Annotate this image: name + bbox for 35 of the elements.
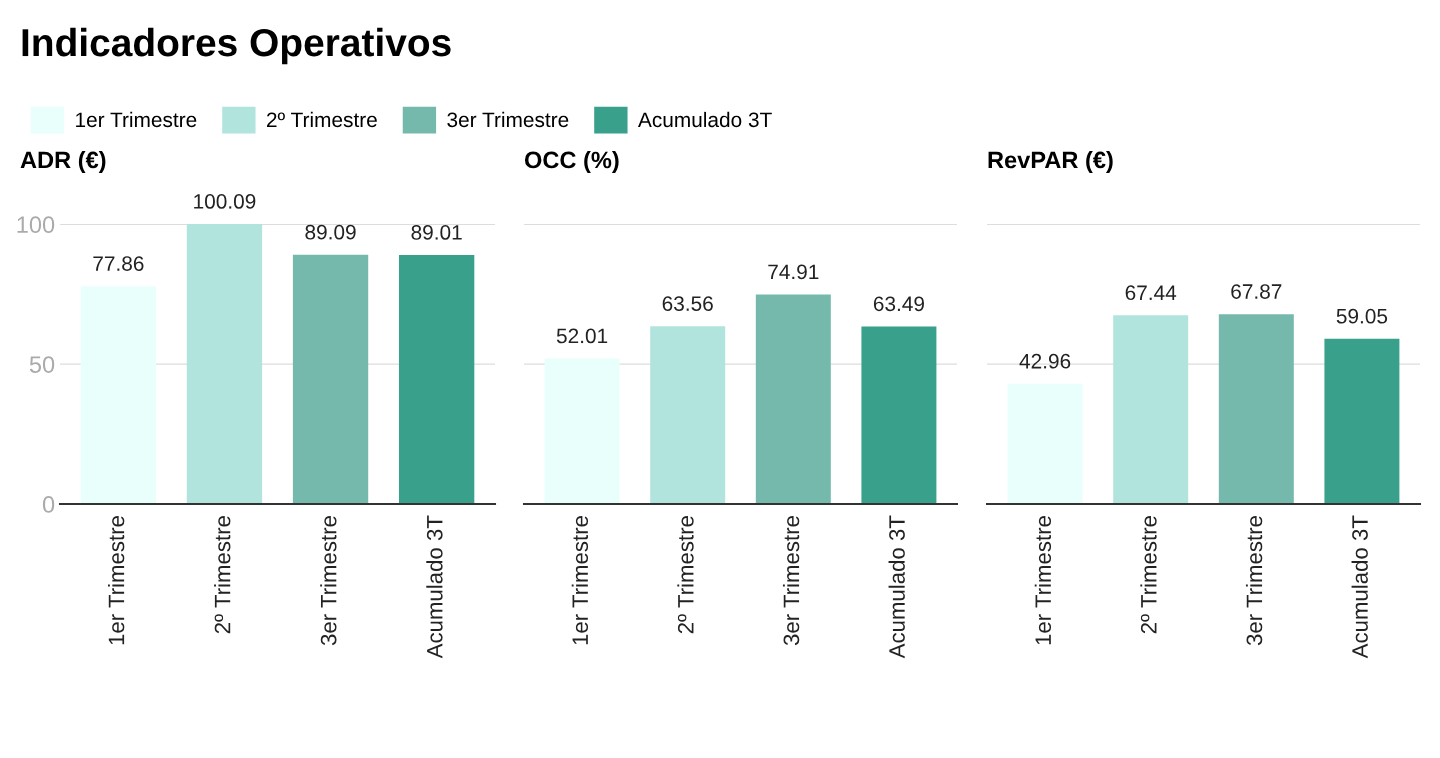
x-tick-label: Acumulado 3T bbox=[888, 515, 905, 659]
data-label: 52.01 bbox=[556, 328, 608, 344]
legend-label: 2º Trimestre bbox=[267, 111, 377, 128]
data-label: 63.56 bbox=[662, 296, 713, 311]
data-label: 77.86 bbox=[93, 256, 144, 271]
x-tick-label: 3er Trimestre bbox=[782, 516, 800, 646]
data-label: 67.44 bbox=[1125, 285, 1177, 301]
chart-subtitle: OCC (%) bbox=[524, 151, 619, 174]
data-label: 63.49 bbox=[873, 296, 924, 312]
data-label: 67.87 bbox=[1231, 284, 1282, 299]
x-tick-label: 2º Trimestre bbox=[214, 516, 231, 634]
x-tick-label: 3er Trimestre bbox=[1245, 516, 1263, 646]
legend-label: Acumulado 3T bbox=[638, 111, 772, 128]
data-label: 42.96 bbox=[1019, 353, 1071, 369]
data-label: 100.09 bbox=[194, 194, 256, 209]
data-label: 59.05 bbox=[1336, 308, 1388, 324]
y-tick-label: 100 bbox=[17, 216, 55, 234]
x-tick-label: 1er Trimestre bbox=[108, 516, 125, 645]
y-tick-label: 0 bbox=[42, 496, 55, 513]
x-tick-label: 2º Trimestre bbox=[677, 516, 694, 634]
x-tick-label: Acumulado 3T bbox=[426, 515, 443, 659]
chart-subtitle: RevPAR (€) bbox=[988, 151, 1113, 174]
x-tick-label: 1er Trimestre bbox=[571, 516, 589, 645]
x-tick-label: 1er Trimestre bbox=[1034, 516, 1052, 645]
x-tick-label: 3er Trimestre bbox=[320, 516, 337, 646]
data-label: 89.01 bbox=[411, 225, 462, 240]
chart-subtitle: ADR (€) bbox=[20, 151, 106, 174]
data-label: 74.91 bbox=[768, 264, 819, 280]
legend-label: 3er Trimestre bbox=[447, 111, 569, 128]
y-tick-label: 50 bbox=[29, 356, 55, 373]
x-tick-label: 2º Trimestre bbox=[1140, 516, 1157, 634]
x-tick-label: Acumulado 3T bbox=[1351, 515, 1368, 659]
chart-title: Indicadores Operativos bbox=[22, 27, 451, 65]
data-label: 89.09 bbox=[305, 224, 356, 240]
legend-label: 1er Trimestre bbox=[76, 111, 197, 128]
